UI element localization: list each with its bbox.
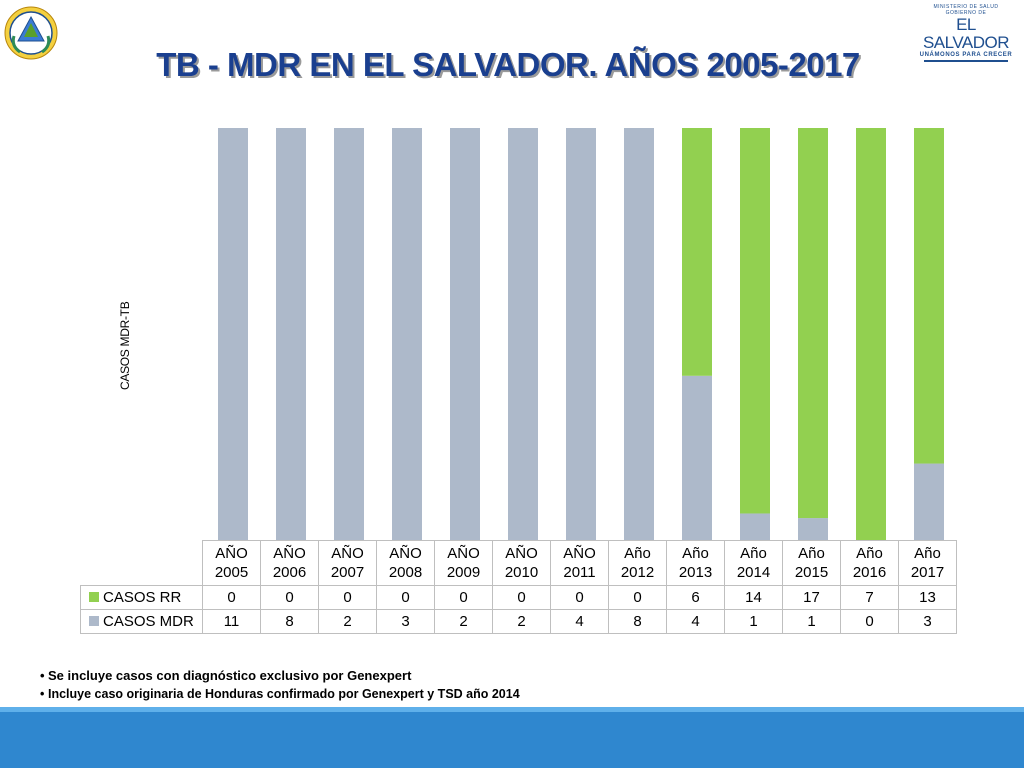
data-label-mdr-2017: 3	[898, 609, 957, 634]
data-label-mdr-2007: 2	[318, 609, 377, 634]
data-label-mdr-2012: 8	[608, 609, 667, 634]
data-label-mdr-2009: 2	[434, 609, 493, 634]
table-row-rr: CASOS RR 0 0 0 0 0 0 0 0 6 14 17 7 13	[80, 585, 957, 610]
data-label-rr-2012: 0	[608, 585, 667, 610]
page-title: TB - MDR EN EL SALVADOR. AÑOS 2005-2017	[156, 46, 860, 83]
data-label-rr-2014: 14	[724, 585, 783, 610]
tick-label-2016: Año 2016	[840, 540, 899, 586]
tick-label-2010: AÑO 2010	[492, 540, 551, 586]
data-label-mdr-2010: 2	[492, 609, 551, 634]
table-corner	[81, 541, 203, 586]
data-label-rr-2008: 0	[376, 585, 435, 610]
logo-name: EL SALVADOR	[922, 15, 1010, 52]
bar-mdr-2005	[218, 128, 248, 541]
footnote-2: • Incluye caso originaria de Honduras con…	[40, 687, 520, 701]
bar-mdr-2008	[392, 128, 422, 541]
legend-label-mdr: CASOS MDR	[103, 613, 194, 630]
logo-slogan: UNÁMONOS PARA CRECER	[919, 52, 1013, 58]
data-label-rr-2013: 6	[666, 585, 725, 610]
data-label-mdr-2005: 11	[202, 609, 261, 634]
footer-stripe	[0, 707, 1024, 712]
bar-mdr-2013	[682, 375, 712, 541]
bar-rr-2016	[856, 128, 886, 541]
data-label-mdr-2006: 8	[260, 609, 319, 634]
tick-label-2014: Año 2014	[724, 540, 783, 586]
footer-band	[0, 707, 1024, 768]
data-label-rr-2009: 0	[434, 585, 493, 610]
chart-data-table: AÑO 2005 AÑO 2006 AÑO 2007 AÑO 2008 AÑO 2009 AÑO 20…	[80, 540, 957, 634]
tick-label-2015: Año 2015	[782, 540, 841, 586]
tick-label-2008: AÑO 2008	[376, 540, 435, 586]
bar-mdr-2006	[276, 128, 306, 541]
tick-label-2005: AÑO 2005	[202, 540, 261, 586]
bar-rr-2017	[914, 128, 944, 464]
data-label-mdr-2011: 4	[550, 609, 609, 634]
data-label-rr-2017: 13	[898, 585, 957, 610]
data-label-mdr-2008: 3	[376, 609, 435, 634]
data-label-mdr-2013: 4	[666, 609, 725, 634]
logo-line1: MINISTERIO DE SALUD	[933, 4, 999, 10]
table-row-mdr: CASOS MDR 11 8 2 3 2 2 4 8 4 1 1 0 3	[80, 609, 957, 634]
bar-rr-2013	[682, 128, 712, 376]
data-label-mdr-2015: 1	[782, 609, 841, 634]
legend-mdr: CASOS MDR	[80, 609, 203, 634]
logo-line2: GOBIERNO DE	[945, 10, 987, 16]
tick-label-2013: Año 2013	[666, 540, 725, 586]
y-axis-label: CASOS MDR-TB	[118, 301, 132, 390]
data-label-rr-2016: 7	[840, 585, 899, 610]
bar-mdr-2007	[334, 128, 364, 541]
bar-mdr-2015	[798, 518, 828, 541]
bar-mdr-2010	[508, 128, 538, 541]
tick-label-2006: AÑO 2006	[260, 540, 319, 586]
footnote-1: • Se incluye casos con diagnóstico exclus…	[40, 668, 412, 683]
data-label-mdr-2014: 1	[724, 609, 783, 634]
footnotes: • Se incluye casos con diagnóstico exclus…	[40, 668, 520, 705]
bar-mdr-2009	[450, 128, 480, 541]
legend-rr: CASOS RR	[80, 585, 203, 610]
tick-label-2017: Año 2017	[898, 540, 957, 586]
bar-mdr-2014	[740, 513, 770, 541]
data-label-rr-2006: 0	[260, 585, 319, 610]
data-label-rr-2015: 17	[782, 585, 841, 610]
tick-label-2012: Año 2012	[608, 540, 667, 586]
data-label-rr-2007: 0	[318, 585, 377, 610]
legend-label-rr: CASOS RR	[103, 589, 182, 606]
data-label-rr-2011: 0	[550, 585, 609, 610]
tick-label-2009: AÑO 2009	[434, 540, 493, 586]
logo-underline	[924, 60, 1008, 62]
bar-mdr-2012	[624, 128, 654, 541]
data-label-rr-2005: 0	[202, 585, 261, 610]
bar-mdr-2011	[566, 128, 596, 541]
legend-key-rr	[89, 592, 99, 603]
bar-rr-2015	[798, 128, 828, 519]
bar-mdr-2017	[914, 463, 944, 541]
legend-key-mdr	[89, 616, 99, 627]
tick-label-2011: AÑO 2011	[550, 540, 609, 586]
el-salvador-seal	[4, 6, 58, 60]
data-label-mdr-2016: 0	[840, 609, 899, 634]
ministry-logo: MINISTERIO DE SALUD GOBIERNO DE EL SALVA…	[914, 2, 1018, 62]
tick-label-2007: AÑO 2007	[318, 540, 377, 586]
data-label-rr-2010: 0	[492, 585, 551, 610]
bar-rr-2014	[740, 128, 770, 514]
table-header-row: AÑO 2005 AÑO 2006 AÑO 2007 AÑO 2008 AÑO 2009 AÑO 20…	[81, 540, 957, 586]
